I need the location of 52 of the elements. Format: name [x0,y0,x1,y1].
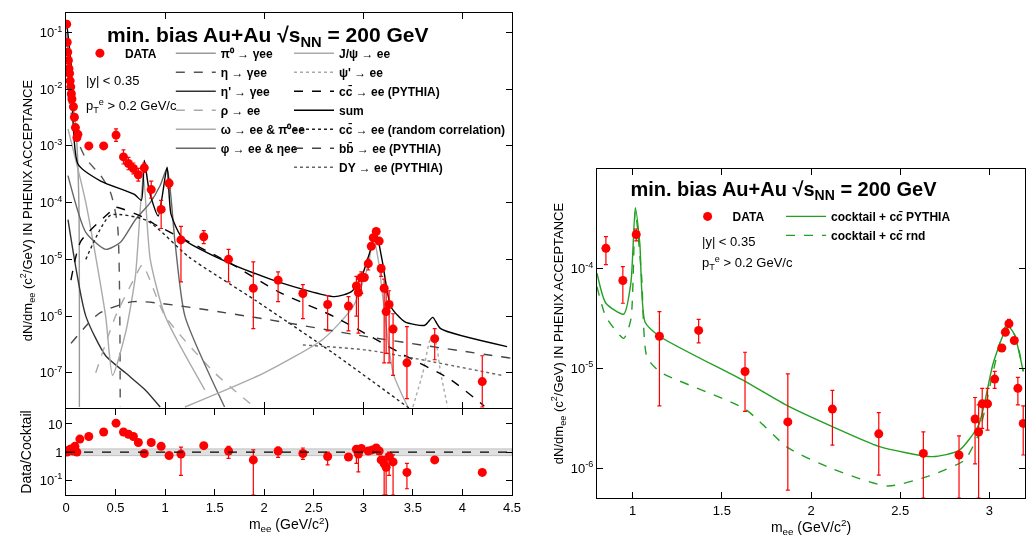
x-tick-label: 0 [62,499,70,515]
x-tick-label: 4 [458,499,467,515]
legend-label: φ → ee & ηee [220,141,298,156]
y-tick-label: 1 [55,444,63,460]
legend-label: ψ' → ee [339,65,384,80]
x-tick-label: 2 [807,502,815,518]
y-tick-label: 10$^{-2}$ [39,80,63,97]
y-tick-label: 10$^{-1}$ [39,23,63,40]
y-tick-label: 10$^{-4}$ [570,259,594,277]
legend-label: cocktail + cc̄ rnd [831,229,926,244]
x-tick-label: 2 [260,499,268,515]
legend-label: ρ → ee [220,103,261,118]
x-tick-label: 3 [985,502,993,518]
y-tick-label: 10$^{-7}$ [39,363,63,381]
legend-label: DATA [124,46,157,61]
legend-label: bb̄ → ee (PYTHIA) [339,141,442,156]
y-tick-label: 10$^{-5}$ [39,250,63,267]
y-tick-label: 10$^{-4}$ [39,193,63,211]
x-tick-label: 1.5 [205,499,224,515]
y-tick-label: 10$^{-1}$ [39,471,63,488]
legend-label: J/ψ → ee [339,46,391,61]
annotation: |y| < 0.35 [702,234,756,249]
y-tick-label: 10 [47,416,63,432]
legend-label: η → γee [220,65,268,80]
legend-label: η' → γee [220,84,271,99]
x-tick-label: 3 [359,499,367,515]
annotation: p$_{T}$$^{e}$ > 0.2 GeV/c [702,254,793,273]
legend-label: cc̄ → ee (PYTHIA) [339,84,440,99]
x-tick-label: 1 [629,502,637,518]
y-tick-label: 10$^{-6}$ [570,459,594,476]
legend-label: cocktail + cc̄ PYTHIA [831,210,951,225]
x-axis-title: m$_{ee}$ (GeV/c$^{2}$) [770,517,852,537]
y-tick-label: 10$^{-3}$ [39,136,63,154]
x-tick-label: 0.5 [106,499,125,515]
y-tick-label: 10$^{-6}$ [39,307,63,324]
legend-label: DY → ee (PYTHIA) [339,160,443,175]
legend-label: sum [339,103,364,118]
x-tick-label: 2.5 [304,499,323,515]
x-tick-label: 1 [161,499,169,515]
legend-label: ω → ee & π⁰ee [220,122,306,137]
x-tick-label: 2.5 [891,502,910,518]
annotation: p$_{T}$$^{e}$ > 0.2 GeV/c [86,97,177,116]
y-tick-label: 10$^{-5}$ [570,359,594,376]
legend-label: DATA [732,210,765,225]
x-tick-label: 4.5 [502,499,522,515]
legend-label: cc̄ → ee (random correlation) [339,122,506,137]
x-axis-title: m$_{ee}$ (GeV/c$^{2}$) [248,514,330,535]
annotation: |y| < 0.35 [86,73,140,88]
y-axis-title: Data/Cocktail [18,410,35,494]
text: min. bias Au+Au √s$_{NN}$ = 200 GeV [630,177,938,203]
x-tick-label: 1.5 [712,502,731,518]
x-tick-label: 3.5 [403,499,422,515]
